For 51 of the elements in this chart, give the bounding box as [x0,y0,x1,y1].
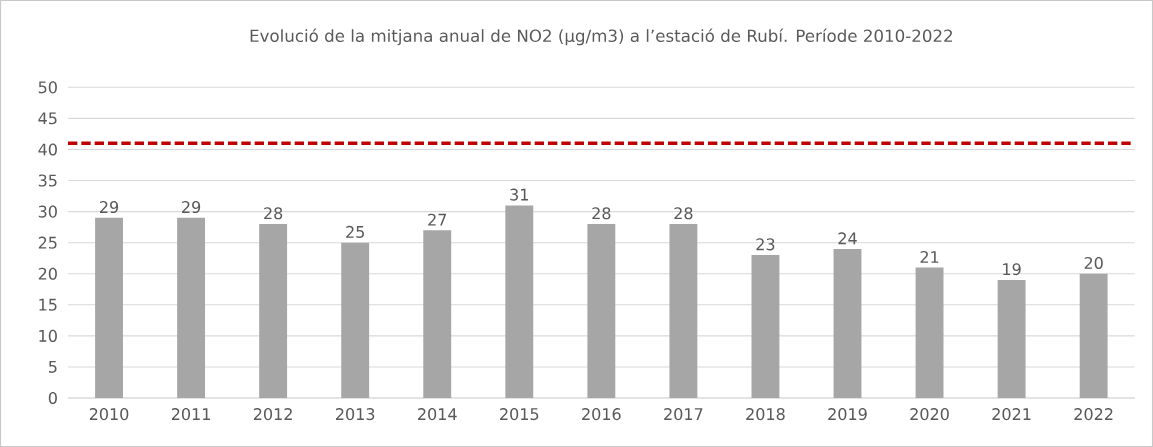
x-tick-label: 2020 [910,408,949,421]
bar [341,242,370,398]
x-tick-label: 2021 [992,408,1031,421]
bar [669,224,698,398]
bar [95,217,123,398]
y-tick-label: 10 [39,329,57,342]
data-label: 19 [1003,263,1021,276]
x-tick-label: 2010 [89,408,129,421]
bar [259,224,288,398]
data-label: 28 [264,207,283,220]
bar [997,279,1026,398]
bar [177,217,206,398]
y-tick-label: 20 [38,267,57,280]
data-label: 29 [100,201,119,214]
x-tick-label: 2016 [582,408,621,421]
data-label: 21 [920,250,939,263]
x-tick-label: 2011 [171,408,210,421]
data-label: 29 [182,201,201,214]
bar [423,230,452,398]
data-label: 31 [510,188,528,201]
x-tick-label: 2015 [500,408,539,421]
data-label: 28 [674,207,693,220]
y-tick-label: 40 [38,143,57,156]
data-label: 23 [756,238,775,251]
y-tick-label: 0 [48,391,57,405]
y-tick-label: 50 [38,81,57,94]
x-tick-label: 2014 [418,408,457,421]
data-label: 27 [428,213,447,226]
x-tick-label: 2013 [336,408,375,421]
x-tick-label: 2018 [746,408,785,421]
x-tick-label: 2017 [664,408,703,421]
bar [505,205,534,398]
bar [587,224,616,398]
data-label: 28 [592,207,611,220]
x-tick-label: 2012 [253,408,292,421]
bar [751,255,780,398]
bar [833,248,862,398]
bar [1079,273,1108,398]
data-label: 25 [346,225,364,238]
y-tick-label: 45 [38,112,57,125]
data-label: 20 [1084,256,1103,270]
bar [915,267,944,398]
y-tick-label: 15 [39,298,57,311]
y-tick-label: 30 [38,205,57,218]
y-tick-label: 5 [49,360,57,373]
x-tick-label: 2019 [828,408,867,421]
data-label: 24 [838,232,857,245]
y-tick-label: 35 [38,174,57,187]
x-tick-label: 2022 [1074,408,1113,421]
chart-title: Evolució de la mitjana anual de NO2 (µg/m3) a l’estació de Rubí. Període 2010-2022 [250,28,952,46]
y-tick-label: 25 [38,236,57,249]
